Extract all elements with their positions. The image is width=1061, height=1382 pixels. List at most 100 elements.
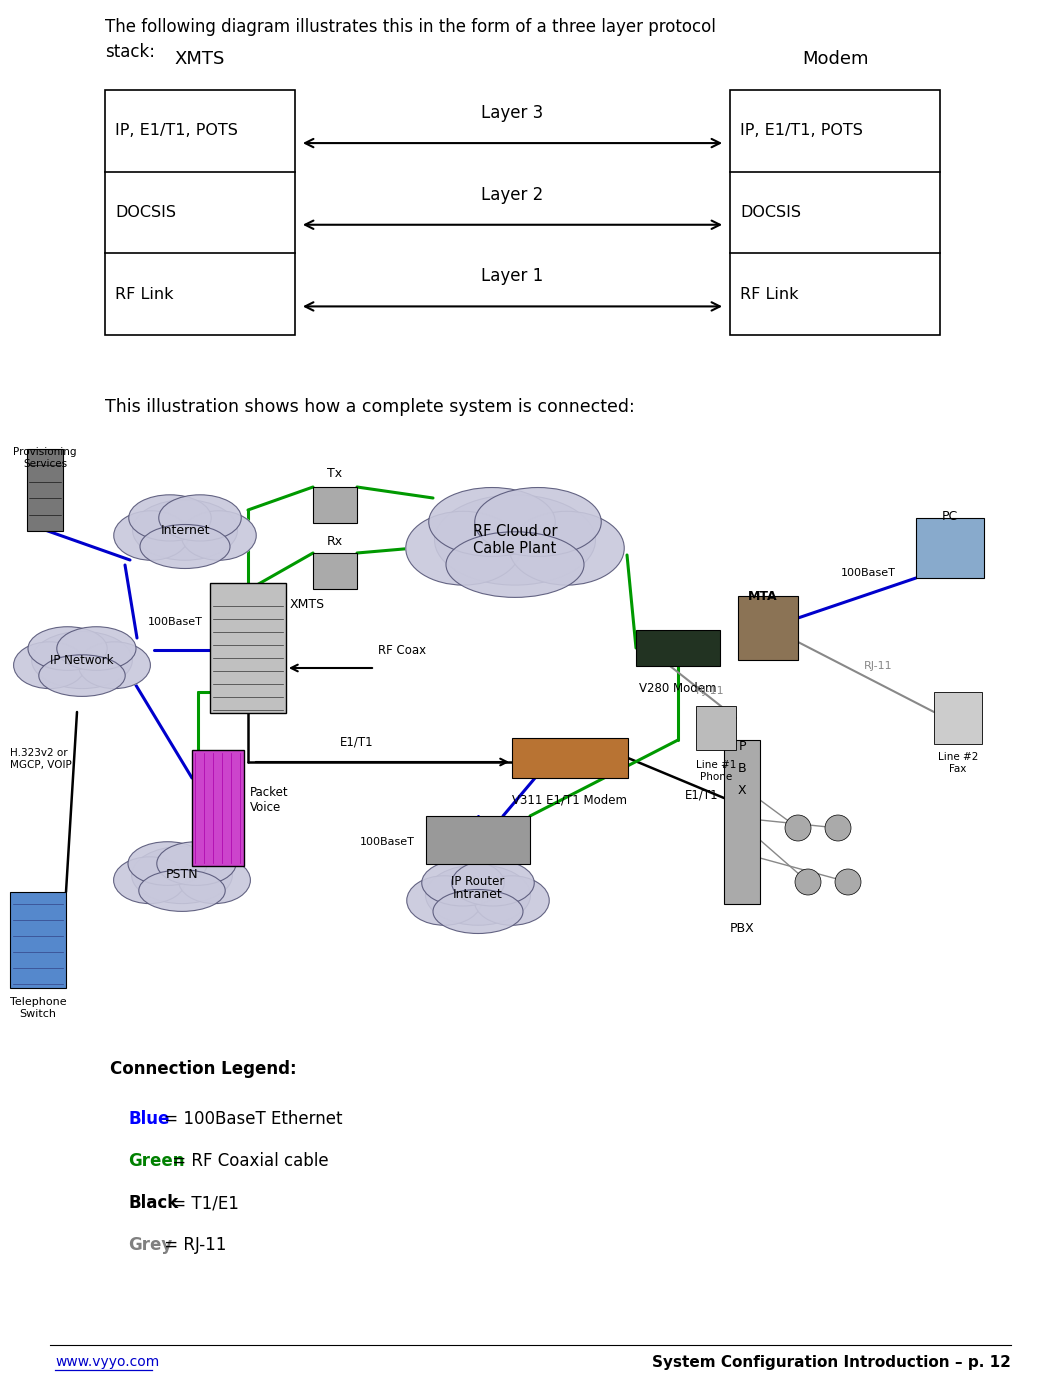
Ellipse shape xyxy=(32,632,133,688)
Bar xyxy=(916,518,984,578)
Ellipse shape xyxy=(446,532,584,597)
Bar xyxy=(724,739,760,904)
Text: Line #2
Fax: Line #2 Fax xyxy=(938,752,978,774)
Text: Tx: Tx xyxy=(328,467,343,480)
Text: RJ-11: RJ-11 xyxy=(864,661,892,672)
Ellipse shape xyxy=(128,495,211,540)
Text: Layer 1: Layer 1 xyxy=(482,267,543,285)
Bar xyxy=(192,750,244,867)
Text: = RJ-11: = RJ-11 xyxy=(159,1236,227,1253)
Circle shape xyxy=(785,815,811,842)
Text: Provisioning
Services: Provisioning Services xyxy=(13,446,76,468)
Ellipse shape xyxy=(139,869,225,911)
Text: DOCSIS: DOCSIS xyxy=(740,205,801,220)
Ellipse shape xyxy=(181,511,257,560)
Text: B: B xyxy=(737,761,746,775)
Ellipse shape xyxy=(178,857,250,904)
Text: V280 Modem: V280 Modem xyxy=(639,681,717,695)
Ellipse shape xyxy=(429,488,555,557)
Text: E1/T1: E1/T1 xyxy=(684,788,718,802)
Text: 100BaseT: 100BaseT xyxy=(147,616,203,627)
Bar xyxy=(313,486,356,522)
Bar xyxy=(512,738,628,778)
Ellipse shape xyxy=(422,860,504,907)
Ellipse shape xyxy=(406,876,482,926)
Ellipse shape xyxy=(509,511,624,585)
Bar xyxy=(738,596,798,661)
Text: PBX: PBX xyxy=(730,922,754,936)
Ellipse shape xyxy=(114,511,189,560)
Ellipse shape xyxy=(452,860,535,907)
Ellipse shape xyxy=(433,890,523,933)
Text: XMTS: XMTS xyxy=(175,50,225,68)
Text: MTA: MTA xyxy=(748,590,778,603)
Ellipse shape xyxy=(114,511,189,560)
Ellipse shape xyxy=(474,876,550,926)
Ellipse shape xyxy=(435,495,595,585)
Ellipse shape xyxy=(114,857,186,904)
Text: Blue: Blue xyxy=(128,1110,170,1128)
Ellipse shape xyxy=(133,500,238,560)
Ellipse shape xyxy=(132,846,232,904)
Ellipse shape xyxy=(79,641,151,688)
Text: IP, E1/T1, POTS: IP, E1/T1, POTS xyxy=(115,123,238,138)
Ellipse shape xyxy=(405,511,521,585)
Circle shape xyxy=(825,815,851,842)
Bar xyxy=(27,449,63,531)
Text: E1/T1: E1/T1 xyxy=(340,735,373,748)
Text: P: P xyxy=(738,739,746,753)
Text: IP Router: IP Router xyxy=(451,875,505,889)
Text: PSTN: PSTN xyxy=(166,868,198,882)
Text: Rx: Rx xyxy=(327,535,343,549)
Ellipse shape xyxy=(132,846,232,904)
Text: Line #1
Phone: Line #1 Phone xyxy=(696,760,736,782)
Ellipse shape xyxy=(474,488,602,557)
Ellipse shape xyxy=(140,525,230,568)
Ellipse shape xyxy=(14,641,86,688)
Ellipse shape xyxy=(39,655,125,697)
Text: DOCSIS: DOCSIS xyxy=(115,205,176,220)
Text: Green: Green xyxy=(128,1153,185,1171)
Bar xyxy=(636,630,720,666)
Text: Layer 2: Layer 2 xyxy=(482,185,543,203)
Bar xyxy=(210,583,286,713)
Text: 100BaseT: 100BaseT xyxy=(360,837,415,847)
Text: Layer 3: Layer 3 xyxy=(482,104,543,122)
Bar xyxy=(313,553,356,589)
Ellipse shape xyxy=(433,890,523,933)
Ellipse shape xyxy=(157,842,236,886)
Ellipse shape xyxy=(178,857,250,904)
Text: = 100BaseT Ethernet: = 100BaseT Ethernet xyxy=(159,1110,343,1128)
Text: System Configuration Introduction – p. 12: System Configuration Introduction – p. 1… xyxy=(653,1354,1011,1370)
Text: V311 E1/T1 Modem: V311 E1/T1 Modem xyxy=(512,793,627,806)
Text: = RF Coaxial cable: = RF Coaxial cable xyxy=(167,1153,329,1171)
Ellipse shape xyxy=(425,865,530,926)
Ellipse shape xyxy=(114,857,186,904)
Ellipse shape xyxy=(425,865,530,926)
Circle shape xyxy=(795,869,821,896)
Text: Connection Legend:: Connection Legend: xyxy=(110,1060,297,1078)
Ellipse shape xyxy=(57,626,136,670)
Ellipse shape xyxy=(28,626,107,670)
Text: XMTS: XMTS xyxy=(290,598,325,611)
Text: Black: Black xyxy=(128,1194,178,1212)
Text: H.323v2 or
MGCP, VOIP: H.323v2 or MGCP, VOIP xyxy=(10,748,72,770)
Text: Intranet: Intranet xyxy=(453,889,503,901)
Ellipse shape xyxy=(422,860,504,907)
Text: Packet
Voice: Packet Voice xyxy=(250,786,289,814)
Ellipse shape xyxy=(32,632,133,688)
Ellipse shape xyxy=(140,525,230,568)
Text: RF Link: RF Link xyxy=(115,286,174,301)
Ellipse shape xyxy=(79,641,151,688)
Text: RJ-11: RJ-11 xyxy=(696,685,725,697)
Bar xyxy=(730,90,940,334)
Ellipse shape xyxy=(405,511,521,585)
Text: Modem: Modem xyxy=(802,50,868,68)
Text: Telephone
Switch: Telephone Switch xyxy=(10,996,66,1019)
Text: 100BaseT: 100BaseT xyxy=(840,568,895,578)
Text: This illustration shows how a complete system is connected:: This illustration shows how a complete s… xyxy=(105,398,634,416)
Ellipse shape xyxy=(406,876,482,926)
Text: www.vyyo.com: www.vyyo.com xyxy=(55,1354,159,1370)
Ellipse shape xyxy=(128,842,207,886)
Text: IP, E1/T1, POTS: IP, E1/T1, POTS xyxy=(740,123,863,138)
